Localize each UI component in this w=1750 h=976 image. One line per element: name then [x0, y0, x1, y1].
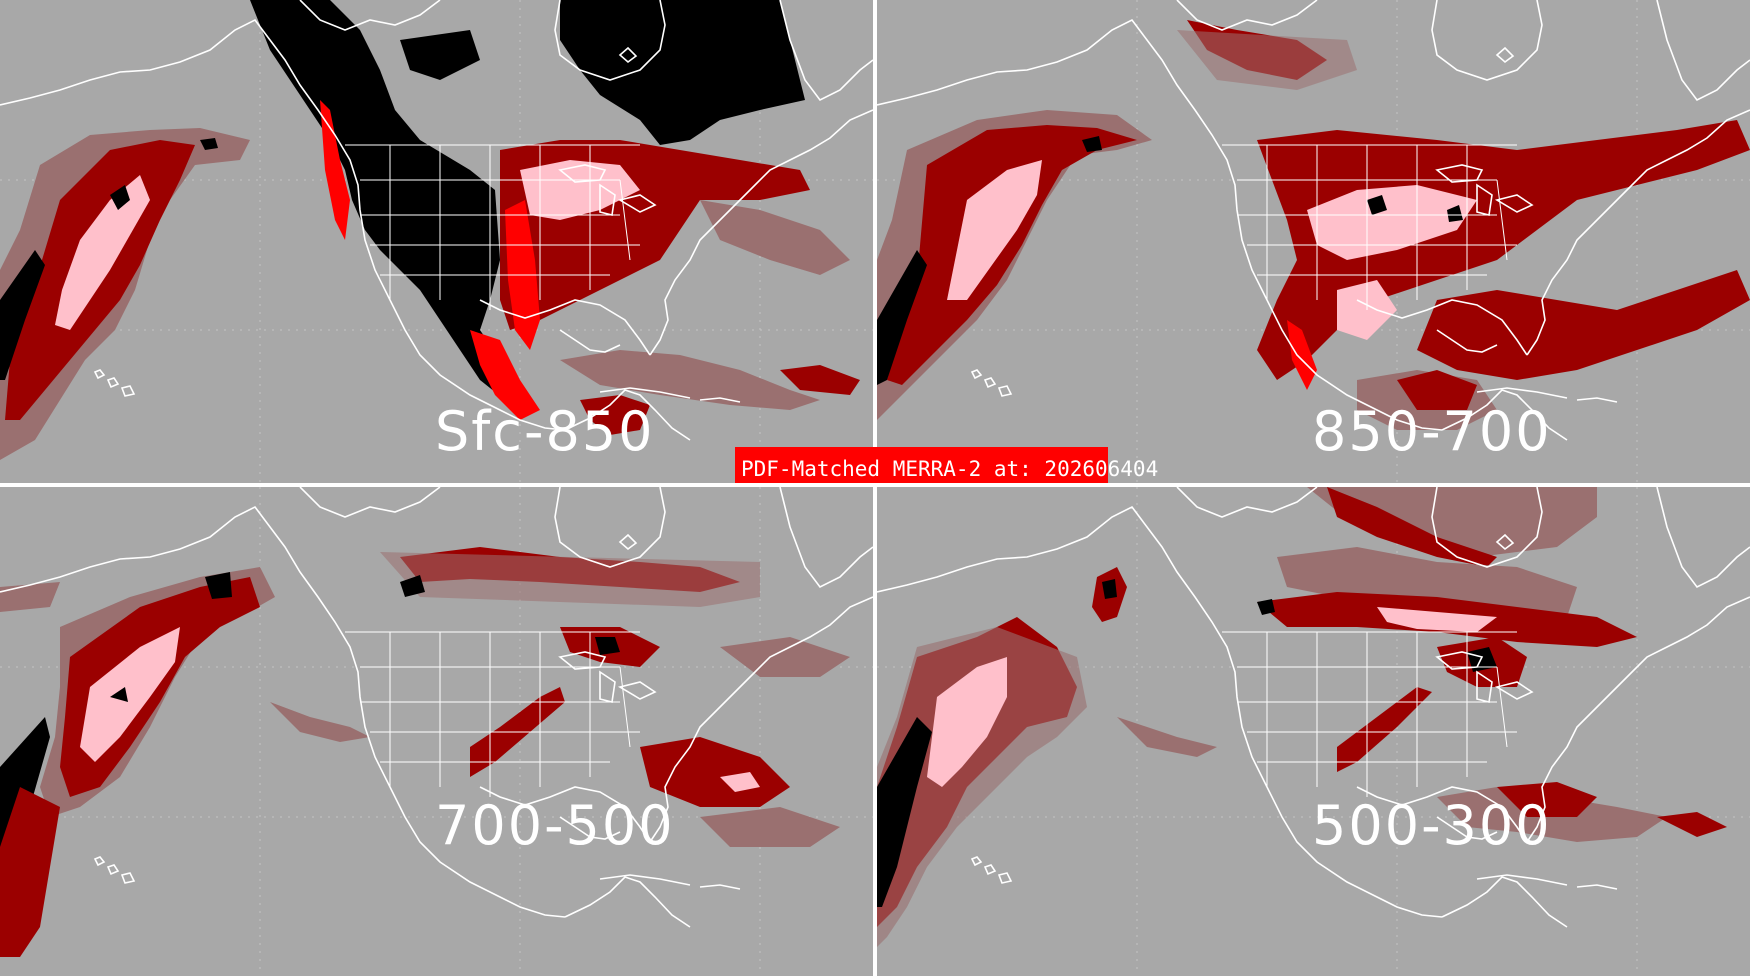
map-sfc-850	[0, 0, 873, 483]
panel-500-300: 500-300	[877, 487, 1750, 976]
panel-label: 850-700	[1312, 400, 1552, 463]
panel-label: 700-500	[435, 794, 675, 857]
map-700-500	[0, 487, 873, 971]
panel-sfc-850: Sfc-850	[0, 0, 873, 483]
title-banner: PDF-Matched MERRA-2 at: 202606404	[735, 447, 1158, 483]
map-500-300	[877, 487, 1750, 971]
map-850-700	[877, 0, 1750, 483]
panel-label: 500-300	[1312, 794, 1552, 857]
panel-700-500: 700-500	[0, 487, 873, 976]
panel-label: Sfc-850	[435, 400, 655, 463]
vertical-divider	[873, 0, 877, 976]
panel-850-700: 850-700	[877, 0, 1750, 483]
horizontal-divider	[0, 483, 1750, 487]
